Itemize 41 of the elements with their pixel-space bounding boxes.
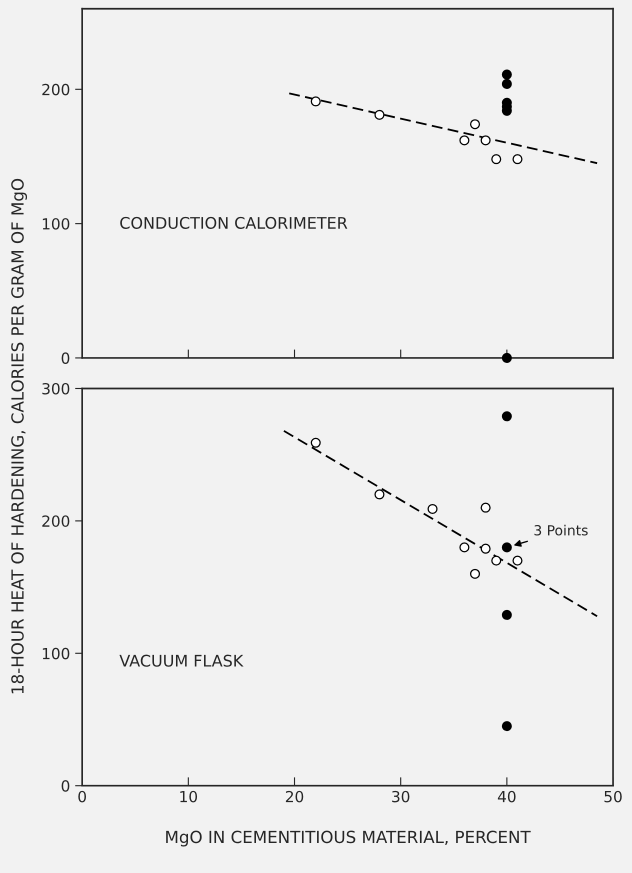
x-tick-label: 50 bbox=[604, 790, 622, 802]
x-tick-label: 20 bbox=[286, 790, 304, 802]
point bbox=[512, 154, 522, 164]
x-tick-label: 0 bbox=[78, 790, 86, 802]
y-tick-label: 200 bbox=[42, 84, 70, 96]
point bbox=[470, 568, 480, 579]
y-tick-label: 100 bbox=[42, 648, 70, 660]
annotation: CONDUCTION CALORIMETER bbox=[120, 216, 348, 229]
y-tick-label: 100 bbox=[42, 218, 70, 230]
point bbox=[502, 70, 512, 80]
point bbox=[310, 96, 321, 106]
x-axis-title: MgO IN CEMENTITIOUS MATERIAL, PERCENT bbox=[166, 830, 531, 846]
point bbox=[374, 110, 384, 120]
annotation: 3 Points bbox=[534, 524, 588, 536]
point bbox=[459, 135, 470, 146]
point bbox=[374, 489, 384, 500]
point bbox=[502, 721, 512, 732]
point bbox=[502, 610, 512, 620]
point bbox=[502, 352, 512, 363]
point bbox=[502, 542, 512, 552]
y-tick-label: 0 bbox=[62, 352, 70, 364]
point bbox=[491, 556, 502, 566]
y-tick-label: 0 bbox=[62, 780, 70, 792]
point bbox=[310, 438, 321, 448]
point bbox=[480, 502, 491, 513]
x-tick-label: 30 bbox=[392, 790, 410, 802]
point bbox=[459, 542, 470, 552]
point bbox=[512, 556, 522, 566]
point bbox=[470, 119, 480, 130]
y-tick-label: 300 bbox=[42, 382, 70, 395]
y-tick-label: 200 bbox=[42, 515, 70, 527]
annotation: VACUUM FLASK bbox=[119, 654, 244, 667]
point bbox=[480, 135, 491, 146]
point bbox=[502, 78, 512, 89]
point bbox=[428, 504, 438, 514]
point bbox=[480, 544, 491, 554]
x-tick-label: 10 bbox=[180, 790, 198, 802]
x-tick-label: 40 bbox=[498, 790, 516, 802]
point bbox=[491, 154, 502, 164]
point bbox=[502, 411, 512, 422]
y-axis-title: 18-HOUR HEAT OF HARDENING, CALORIES PER GRAM OF MgO bbox=[11, 178, 28, 694]
